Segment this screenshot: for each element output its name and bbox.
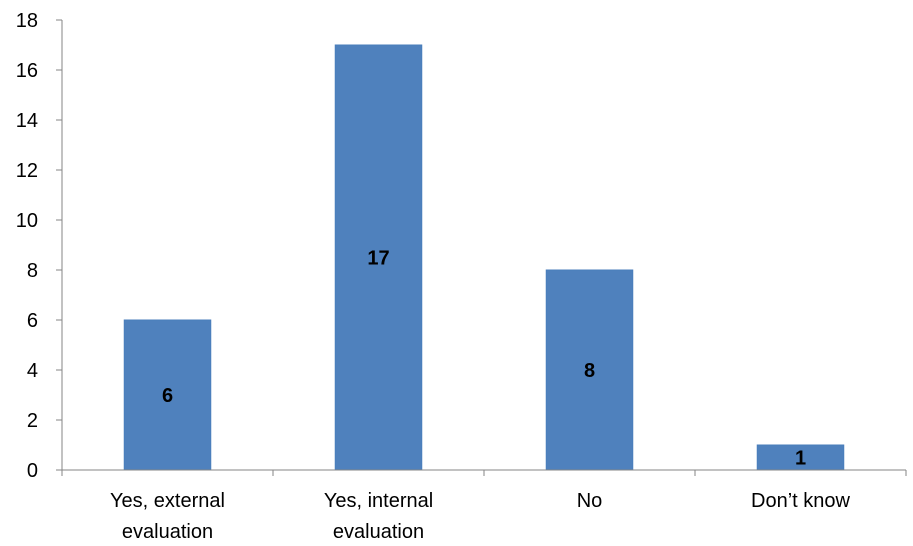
- y-tick-label: 0: [27, 460, 38, 482]
- x-category-label: Yes, internal: [324, 490, 433, 512]
- bar: [123, 319, 212, 471]
- x-category-label: No: [577, 490, 603, 512]
- y-tick-label: 8: [27, 260, 38, 282]
- data-labels: 6 17 8 1: [162, 248, 806, 470]
- data-label: 8: [584, 360, 595, 382]
- x-category-label: Don’t know: [751, 490, 850, 512]
- axes: [61, 20, 907, 476]
- y-tick-label: 4: [27, 360, 38, 382]
- y-tick-label: 10: [16, 210, 38, 232]
- y-tick-label: 14: [16, 110, 38, 132]
- y-axis-ticks: 0 2 4 6 8 10 12 14 16 18: [16, 10, 62, 482]
- category-labels: Yes, external evaluation Yes, internal eval…: [110, 490, 850, 543]
- y-tick-label: 16: [16, 60, 38, 82]
- bars: [123, 44, 845, 471]
- data-label: 17: [367, 248, 389, 270]
- y-tick-label: 2: [27, 410, 38, 432]
- bar: [756, 444, 845, 471]
- bar: [334, 44, 423, 471]
- x-category-label: evaluation: [122, 521, 213, 543]
- data-label: 1: [795, 448, 806, 470]
- x-category-label: Yes, external: [110, 490, 225, 512]
- data-label: 6: [162, 385, 173, 407]
- y-tick-label: 12: [16, 160, 38, 182]
- x-category-label: evaluation: [333, 521, 424, 543]
- y-tick-label: 6: [27, 310, 38, 332]
- y-tick-label: 18: [16, 10, 38, 32]
